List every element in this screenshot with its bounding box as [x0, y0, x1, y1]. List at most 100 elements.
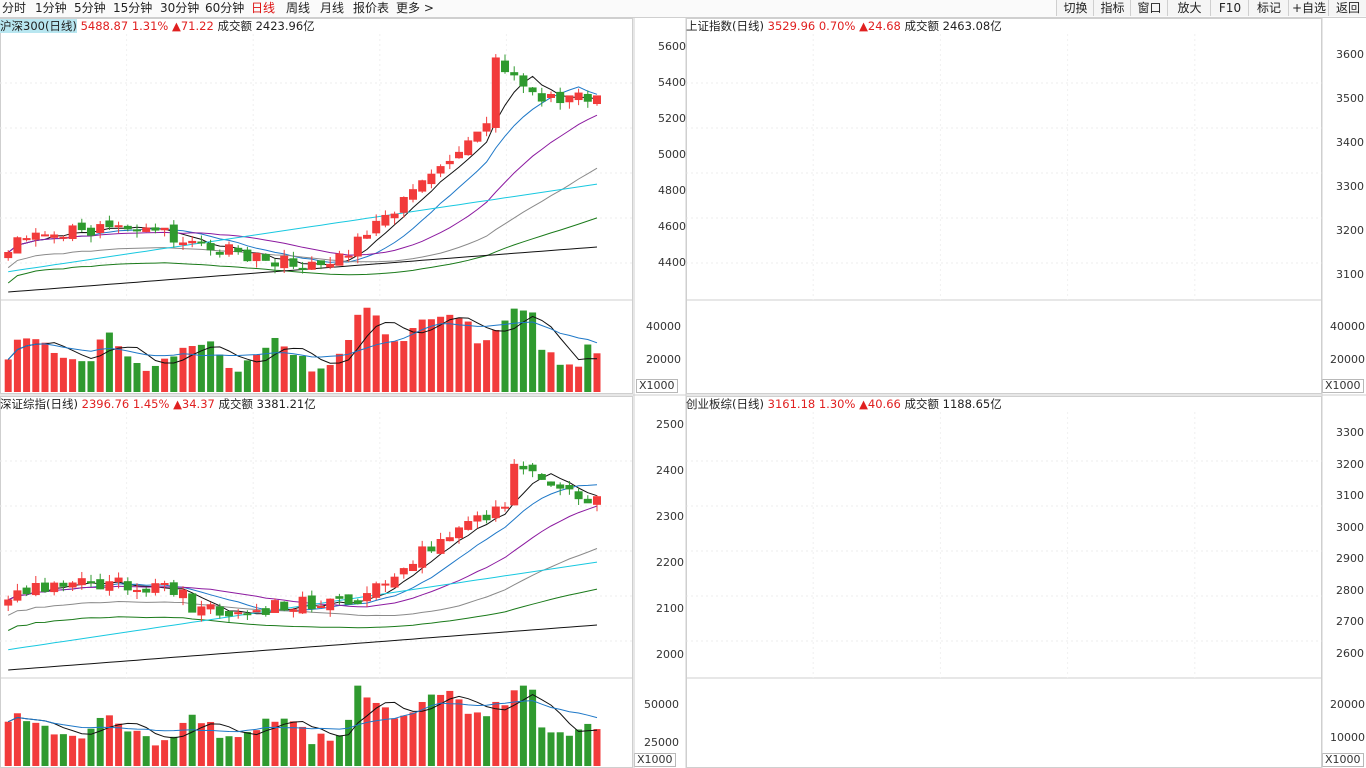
candle: [399, 196, 408, 218]
right-price-axis-label: 3200: [1336, 457, 1364, 471]
timeframe-tab-10[interactable]: 更多 >: [396, 1, 434, 15]
price-axis-label: 4800: [658, 184, 686, 197]
price-axis-label: 2400: [656, 464, 684, 477]
volume-bar: [335, 735, 343, 766]
candle: [574, 88, 583, 106]
candle: [215, 603, 224, 619]
candle: [4, 595, 13, 612]
volume-bar: [593, 353, 601, 392]
toolbar-button-2[interactable]: 窗口: [1130, 0, 1168, 16]
candle: [252, 603, 261, 613]
chart-panel-hs300[interactable]: 沪深300(日线) 5488.87 1.31% ▲71.22 成交额 2423.…: [0, 18, 634, 394]
candle: [547, 481, 555, 487]
volume-bar: [556, 364, 564, 392]
last-price: 3161.18: [767, 397, 816, 411]
volume-bar: [59, 734, 67, 766]
candle: [206, 602, 215, 615]
candle: [289, 251, 298, 270]
candle: [335, 593, 344, 605]
toolbar-button-1[interactable]: 指标: [1093, 0, 1131, 16]
candle: [169, 220, 178, 248]
candle: [31, 228, 40, 247]
right-price-axis-label: 2800: [1336, 583, 1364, 597]
volume-bar: [308, 744, 316, 766]
right-volume-axis-label: 20000: [1330, 353, 1365, 366]
toolbar-button-6[interactable]: +自选: [1288, 0, 1329, 16]
candle: [87, 574, 95, 587]
volume-bar: [69, 359, 77, 392]
volume-bar: [400, 341, 408, 392]
volume-bar: [326, 740, 334, 766]
candle: [556, 87, 565, 110]
volume-bar: [151, 745, 159, 766]
candle: [510, 66, 519, 81]
timeframe-tab-1[interactable]: 1分钟: [35, 1, 67, 15]
price-axis-label: 2000: [656, 648, 684, 661]
candle: [298, 591, 307, 614]
volume-bar: [207, 721, 215, 766]
candle: [123, 577, 132, 595]
volume-bar: [133, 362, 141, 392]
volume-bar: [115, 723, 123, 766]
volume-bar: [575, 366, 583, 392]
volume-bar: [207, 341, 215, 392]
chart-panel-cyb[interactable]: 创业板综(日线) 3161.18 1.30% ▲40.66 成交额 1188.6…: [686, 396, 1366, 768]
candlestick-chart-cyb[interactable]: [686, 396, 1366, 768]
timeframe-tab-9[interactable]: 报价表: [353, 1, 390, 15]
volume-bar: [501, 320, 509, 392]
price-axis-label: 2300: [656, 510, 684, 523]
candle: [243, 610, 252, 620]
volume-bar: [584, 723, 592, 766]
candle: [491, 54, 500, 133]
right-price-axis-label: 3100: [1336, 268, 1364, 281]
volume-bar: [50, 734, 58, 766]
candle: [13, 583, 22, 603]
timeframe-tab-4[interactable]: 30分钟: [160, 1, 200, 15]
timeframe-tab-0[interactable]: 分时: [2, 1, 27, 15]
candle: [427, 541, 436, 553]
candle: [307, 256, 316, 271]
timeframe-tab-5[interactable]: 60分钟: [205, 1, 245, 15]
candle: [243, 246, 252, 262]
candle: [519, 461, 528, 475]
volume-bar: [418, 701, 426, 766]
toolbar-button-4[interactable]: F10: [1210, 0, 1249, 16]
candle: [436, 164, 445, 178]
candle: [537, 472, 546, 481]
volume-bar: [381, 334, 389, 392]
toolbar-button-3[interactable]: 放大: [1167, 0, 1211, 16]
toolbar-button-0[interactable]: 切换: [1056, 0, 1094, 16]
candle: [528, 462, 537, 478]
candlestick-chart-hs300[interactable]: [0, 18, 634, 394]
candle: [105, 574, 114, 596]
turnover-amount: 2463.08亿: [942, 19, 1002, 33]
volume-bar: [87, 728, 95, 766]
candle: [353, 598, 362, 605]
candlestick-chart-sz[interactable]: [0, 396, 634, 768]
timeframe-tab-8[interactable]: 月线: [320, 1, 345, 15]
toolbar-button-7[interactable]: 返回: [1328, 0, 1366, 16]
candle: [574, 488, 583, 505]
volume-bar: [289, 721, 297, 766]
amount-label: 成交额: [904, 397, 940, 411]
volume-bar: [455, 318, 463, 392]
right-price-axis-label: 2600: [1336, 646, 1364, 660]
candle: [326, 598, 335, 617]
candlestick-chart-sh[interactable]: [686, 18, 1366, 394]
candle: [307, 590, 316, 613]
candle: [59, 235, 68, 242]
timeframe-tab-2[interactable]: 5分钟: [74, 1, 106, 15]
candle: [105, 215, 114, 231]
timeframe-tab-7[interactable]: 周线: [286, 1, 311, 15]
volume-bar: [538, 727, 546, 766]
candle: [326, 257, 335, 270]
timeframe-tab-6[interactable]: 日线: [251, 1, 276, 15]
chart-panel-sz[interactable]: 深证综指(日线) 2396.76 1.45% ▲34.37 成交额 3381.2…: [0, 396, 634, 768]
timeframe-tab-3[interactable]: 15分钟: [113, 1, 153, 15]
toolbar-button-5[interactable]: 标记: [1248, 0, 1289, 16]
candle: [215, 249, 224, 258]
volume-bar: [124, 731, 132, 766]
chart-panel-sh[interactable]: 上证指数(日线) 3529.96 0.70% ▲24.68 成交额 2463.0…: [686, 18, 1366, 394]
volume-bar: [243, 731, 251, 766]
amount-label: 成交额: [217, 19, 252, 33]
